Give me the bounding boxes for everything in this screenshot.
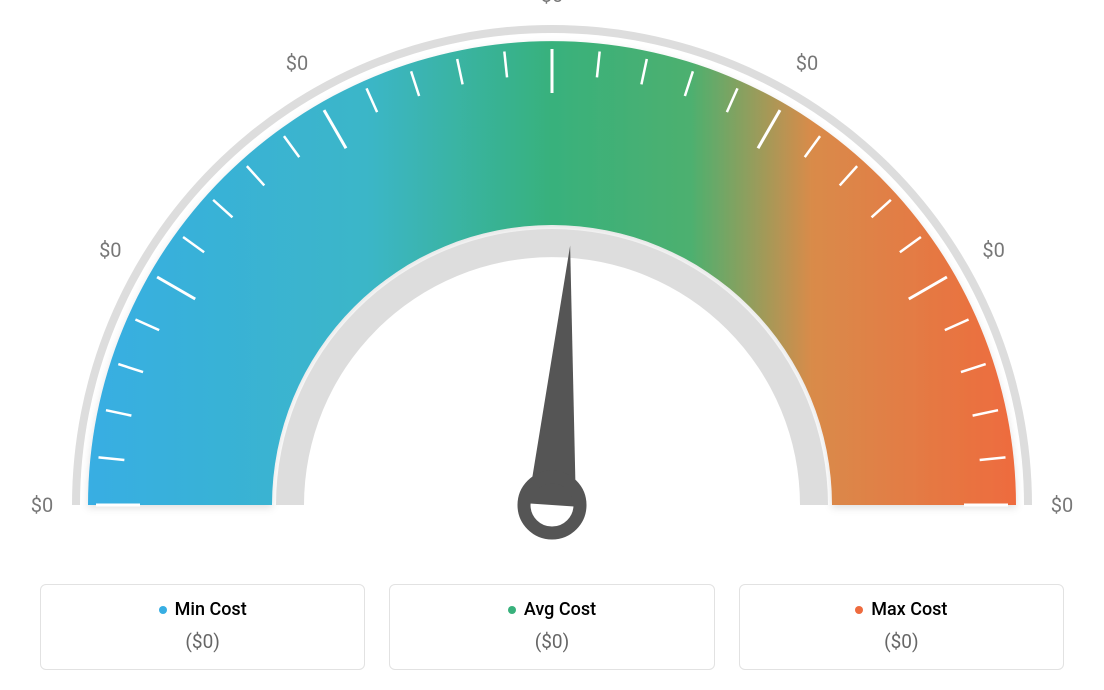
legend-dot-min [159,606,167,614]
legend-card-max: Max Cost ($0) [739,584,1064,671]
gauge-chart-container: $0 $0 $0 $0 $0 $0 $0 Min Cost ($0) Avg Cost ($… [0,0,1104,690]
legend-label-min: Min Cost [175,599,247,620]
gauge-tick-label: $0 [1051,493,1073,517]
gauge-tick-label: $0 [541,0,563,7]
gauge: $0 $0 $0 $0 $0 $0 $0 [0,0,1104,560]
legend-dot-max [855,606,863,614]
legend-label-avg: Avg Cost [524,599,596,620]
legend-card-min: Min Cost ($0) [40,584,365,671]
gauge-tick-label: $0 [31,493,53,517]
gauge-tick-label: $0 [796,51,818,75]
legend-label-max: Max Cost [871,599,947,620]
legend-value-max: ($0) [750,630,1053,653]
legend-value-min: ($0) [51,630,354,653]
legend-value-avg: ($0) [400,630,703,653]
gauge-tick-label: $0 [99,238,121,262]
legend-dot-avg [508,606,516,614]
gauge-svg [0,0,1104,560]
gauge-tick-label: $0 [982,238,1004,262]
legend-row: Min Cost ($0) Avg Cost ($0) Max Cost ($0… [40,584,1064,671]
gauge-tick-label: $0 [286,51,308,75]
legend-card-avg: Avg Cost ($0) [389,584,714,671]
